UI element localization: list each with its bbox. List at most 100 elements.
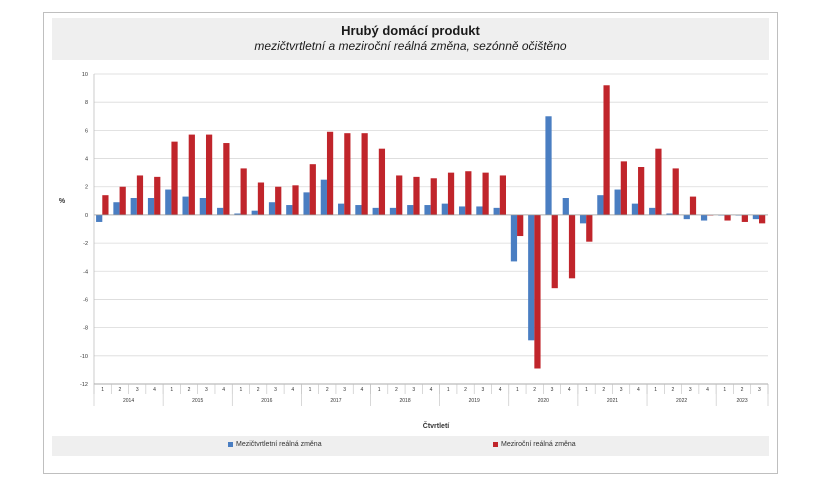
bar-yearly <box>655 148 662 215</box>
x-tick-label-quarter: 2 <box>602 387 605 393</box>
y-tick-label: -4 <box>83 269 88 275</box>
bar-yearly <box>586 214 593 242</box>
x-tick-label-quarter: 3 <box>274 387 277 393</box>
bar-yearly <box>430 178 437 215</box>
x-tick-label-quarter: 3 <box>412 387 415 393</box>
legend-label-yearly: Meziroční reálná změna <box>501 441 576 448</box>
x-tick-label-quarter: 4 <box>291 387 294 393</box>
bar-quarterly <box>752 214 760 220</box>
chart-title-box: Hrubý domácí produkt mezičtvrtletní a me… <box>52 18 769 60</box>
bar-quarterly <box>165 189 172 215</box>
bar-quarterly <box>389 207 397 215</box>
bar-yearly <box>344 133 351 215</box>
bar-quarterly <box>597 195 604 215</box>
bar-quarterly <box>528 214 535 341</box>
x-tick-label-quarter: 4 <box>499 387 502 393</box>
y-tick-label: -8 <box>83 326 88 332</box>
bar-quarterly <box>217 207 224 215</box>
bar-quarterly <box>182 196 189 215</box>
chart-title: Hrubý domácí produkt <box>341 23 480 38</box>
legend-swatch-yearly <box>493 442 498 447</box>
x-tick-label-quarter: 4 <box>706 387 709 393</box>
x-tick-label-quarter: 4 <box>568 387 571 393</box>
x-tick-label-year: 2021 <box>607 398 618 404</box>
x-tick-label-quarter: 3 <box>689 387 692 393</box>
x-tick-label-quarter: 3 <box>205 387 208 393</box>
x-tick-label-quarter: 2 <box>464 387 467 393</box>
bar-yearly <box>413 176 420 215</box>
x-tick-label-quarter: 2 <box>326 387 329 393</box>
x-tick-label-quarter: 2 <box>257 387 260 393</box>
bar-quarterly <box>631 203 639 215</box>
legend-label-quarterly: Mezičtvrtletní reálná změna <box>236 441 322 448</box>
bar-yearly <box>378 148 386 215</box>
x-tick-label-quarter: 1 <box>654 387 657 393</box>
x-tick-label-quarter: 2 <box>741 387 744 393</box>
bar-yearly <box>638 167 645 215</box>
bar-yearly <box>257 182 265 215</box>
bar-yearly <box>240 168 247 215</box>
x-tick-label-quarter: 3 <box>551 387 554 393</box>
bar-yearly <box>534 214 541 369</box>
bar-yearly <box>759 214 766 224</box>
x-tick-label-year: 2023 <box>737 398 748 404</box>
bar-quarterly <box>234 213 241 215</box>
x-tick-label-quarter: 3 <box>343 387 346 393</box>
x-tick-label-quarter: 2 <box>119 387 122 393</box>
x-tick-label-quarter: 4 <box>430 387 433 393</box>
bar-quarterly <box>268 202 276 215</box>
bar-quarterly <box>683 214 690 220</box>
x-tick-label-quarter: 4 <box>222 387 225 393</box>
bar-yearly <box>517 214 524 237</box>
y-tick-label: 6 <box>85 128 88 134</box>
bar-quarterly <box>458 206 466 215</box>
x-tick-label-year: 2014 <box>123 398 134 404</box>
bar-yearly <box>275 186 282 215</box>
bar-yearly <box>188 134 195 215</box>
x-tick-label-quarter: 4 <box>360 387 363 393</box>
legend-item-yearly: Meziroční reálná změna <box>493 441 576 448</box>
x-tick-label-quarter: 2 <box>672 387 675 393</box>
x-tick-label-quarter: 1 <box>447 387 450 393</box>
bar-quarterly <box>113 202 120 215</box>
bar-yearly <box>396 175 403 215</box>
bar-yearly <box>102 195 109 215</box>
bar-yearly <box>309 164 316 215</box>
x-tick-label-quarter: 4 <box>637 387 640 393</box>
x-tick-label-quarter: 3 <box>136 387 139 393</box>
bar-yearly <box>223 143 230 215</box>
bar-yearly <box>741 214 748 222</box>
bar-yearly <box>447 172 455 215</box>
x-tick-label-quarter: 3 <box>481 387 484 393</box>
bar-yearly <box>672 168 679 215</box>
bar-yearly <box>119 186 126 215</box>
y-tick-label: -12 <box>80 382 88 388</box>
bar-yearly <box>361 133 368 215</box>
bar-quarterly <box>251 210 258 215</box>
legend-swatch-quarterly <box>228 442 233 447</box>
bar-quarterly <box>579 214 587 224</box>
bar-yearly <box>205 134 213 215</box>
bar-quarterly <box>700 214 708 221</box>
bar-quarterly <box>407 205 414 215</box>
y-tick-label: 10 <box>82 72 88 78</box>
x-tick-label-year: 2016 <box>261 398 272 404</box>
x-tick-label-year: 2019 <box>469 398 480 404</box>
bar-yearly <box>568 214 576 279</box>
x-tick-label-quarter: 3 <box>758 387 761 393</box>
x-tick-label-quarter: 1 <box>585 387 588 393</box>
x-tick-label-quarter: 1 <box>378 387 381 393</box>
bar-quarterly <box>372 207 379 215</box>
x-tick-label-quarter: 3 <box>620 387 623 393</box>
bar-yearly <box>136 175 144 215</box>
x-tick-label-quarter: 2 <box>395 387 398 393</box>
y-tick-label: 0 <box>85 213 88 219</box>
bar-quarterly <box>476 206 483 215</box>
x-tick-label-quarter: 1 <box>240 387 243 393</box>
bar-quarterly <box>96 214 103 222</box>
bar-yearly <box>724 214 731 221</box>
x-tick-label-quarter: 1 <box>170 387 173 393</box>
bar-yearly <box>292 185 299 215</box>
x-tick-label-year: 2020 <box>538 398 549 404</box>
bar-yearly <box>689 196 697 215</box>
